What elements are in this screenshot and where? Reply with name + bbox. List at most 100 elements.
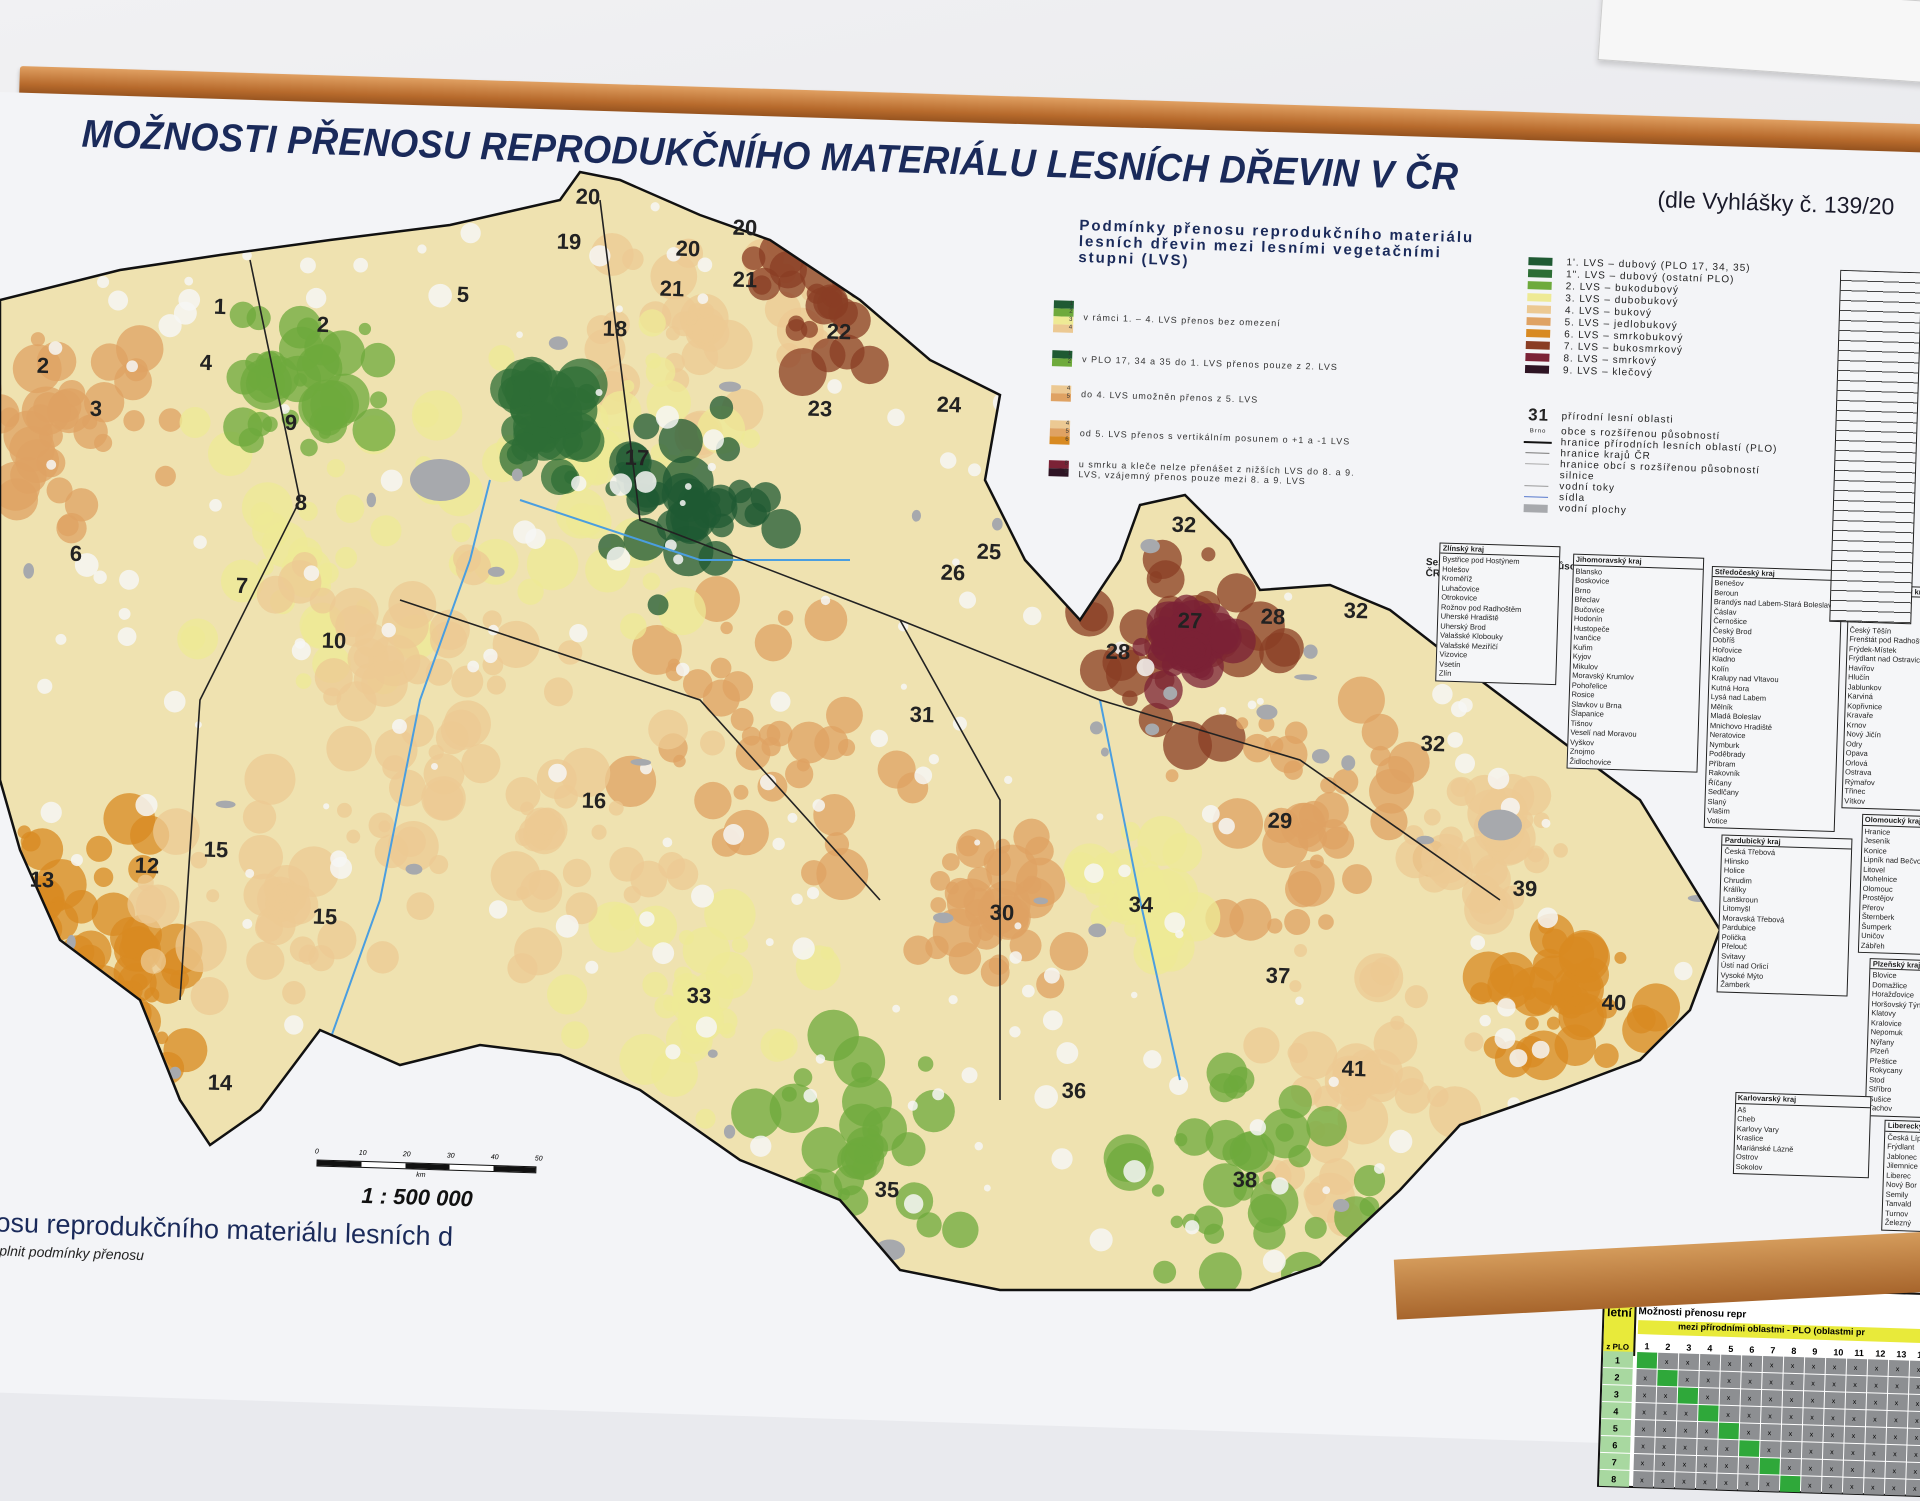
unforested-patch — [328, 184, 337, 193]
unforested-patch — [1358, 533, 1377, 552]
lvs-color-swatch — [1526, 329, 1550, 338]
vegetation-patch — [1308, 1266, 1334, 1292]
vegetation-patch — [862, 246, 879, 263]
plo-number-label: 5 — [456, 282, 469, 307]
vegetation-patch — [738, 1174, 787, 1223]
transfer-rule-text: do 4. LVS umožněn přenos z 5. LVS — [1081, 389, 1258, 405]
plo-number-label: 20 — [575, 184, 600, 210]
row-number: 4 — [1613, 1406, 1618, 1416]
vegetation-patch — [102, 993, 124, 1015]
plo-number-label: 4 — [199, 350, 213, 375]
scale-ratio: 1 : 500 000 — [361, 1183, 473, 1212]
plo-number-label: 14 — [207, 1070, 233, 1096]
symbol-key — [1522, 452, 1552, 454]
plo-label: přírodní lesní oblasti — [1561, 411, 1673, 426]
lvs-swatch: 4 — [1053, 324, 1073, 333]
vegetation-patch — [1285, 1284, 1316, 1315]
lvs-color-swatch — [1528, 257, 1552, 266]
plo-number-label: 18 — [602, 316, 627, 342]
unforested-patch — [767, 1256, 781, 1270]
plo-number-label: 28 — [1260, 604, 1285, 630]
unforested-patch — [997, 460, 1005, 468]
lvs-legend: 1'. LVS – dubový (PLO 17, 34, 35)1". LVS… — [1525, 255, 1751, 382]
plo-number-label: 12 — [134, 853, 159, 879]
lvs-color-swatch — [1528, 281, 1552, 290]
unforested-patch — [1037, 249, 1060, 272]
plo-number-label: 29 — [1267, 808, 1292, 834]
plo-number-label: 38 — [1232, 1167, 1257, 1193]
plo-number-label: 2 — [316, 312, 329, 337]
unforested-patch — [509, 1259, 521, 1271]
scale-tick-label: 10 — [359, 1150, 367, 1157]
column-number: 6 — [1749, 1345, 1754, 1355]
unforested-patch — [367, 1170, 378, 1181]
vegetation-patch — [779, 1230, 820, 1271]
vegetation-patch — [48, 981, 90, 1023]
unforested-patch — [653, 1142, 671, 1160]
vegetation-patch — [83, 1015, 98, 1030]
unforested-patch — [125, 1199, 132, 1206]
plo-number-label: 36 — [1061, 1078, 1086, 1104]
symbol-key — [1522, 463, 1552, 465]
table-header — [1841, 271, 1920, 282]
plo-number-label: 7 — [235, 573, 248, 598]
plo-number-label: 6 — [69, 541, 82, 566]
vegetation-patch — [811, 240, 833, 262]
vegetation-patch — [112, 994, 136, 1018]
vegetation-patch — [868, 235, 889, 256]
column-number: 9 — [1812, 1347, 1817, 1357]
cell-mark: x — [1916, 1384, 1920, 1391]
transfer-rule-text: v rámci 1. – 4. LVS přenos bez omezení — [1083, 312, 1281, 328]
unforested-patch — [101, 239, 124, 262]
unforested-patch — [1416, 196, 1432, 212]
unforested-patch — [1412, 357, 1420, 365]
lvs-label: 9. LVS – klečový — [1563, 365, 1653, 379]
town-item: Železný — [1885, 1218, 1920, 1229]
settlement — [1666, 1192, 1684, 1203]
transfer-cell — [1698, 1405, 1718, 1422]
unforested-patch — [1499, 202, 1506, 209]
plo-number-label: 21 — [732, 267, 757, 293]
vegetation-patch — [29, 1010, 65, 1046]
unforested-patch — [1504, 444, 1511, 451]
transfer-cell — [1678, 1387, 1698, 1404]
unforested-patch — [974, 319, 998, 343]
unforested-patch — [37, 238, 55, 256]
symbol-key — [1521, 496, 1551, 498]
vegetation-patch — [879, 276, 903, 300]
db-table-grid: z PLO1234567891011121314151617181xxxxxxx… — [1599, 1337, 1920, 1499]
column-number: 2 — [1665, 1342, 1670, 1352]
column-number: 13 — [1896, 1349, 1906, 1359]
settlement — [326, 1201, 336, 1209]
vegetation-patch — [857, 245, 885, 273]
vegetation-patch — [835, 225, 871, 261]
unforested-patch — [765, 199, 777, 211]
vegetation-patch — [77, 1004, 97, 1024]
plo-reference-table — [1829, 270, 1920, 624]
unforested-patch — [639, 1236, 661, 1258]
plo-number-label: 10 — [321, 628, 346, 654]
unforested-patch — [1009, 516, 1022, 529]
unforested-patch — [700, 186, 712, 198]
vegetation-patch — [82, 1013, 115, 1046]
unforested-patch — [1324, 170, 1348, 194]
scale-tick-label: 40 — [491, 1154, 499, 1161]
vegetation-patch — [0, 1001, 15, 1054]
db-transfer-table: DBletní Možnosti přenosu repr mezi příro… — [1597, 1283, 1920, 1500]
unforested-patch — [314, 1055, 338, 1079]
symbol-key — [1521, 503, 1551, 512]
transfer-cell — [1637, 1352, 1657, 1369]
unforested-patch — [426, 1099, 446, 1119]
column-number: 7 — [1770, 1345, 1775, 1355]
symbol-key — [1523, 441, 1553, 444]
settlement — [1385, 519, 1397, 532]
scale-tick-label: 50 — [535, 1155, 543, 1162]
vegetation-patch — [57, 985, 81, 1009]
town-item: Tachov — [1868, 1104, 1920, 1116]
plo-number-label: 8 — [294, 490, 307, 515]
plo-number-label: 22 — [826, 319, 851, 345]
column-number: 11 — [1854, 1348, 1864, 1358]
